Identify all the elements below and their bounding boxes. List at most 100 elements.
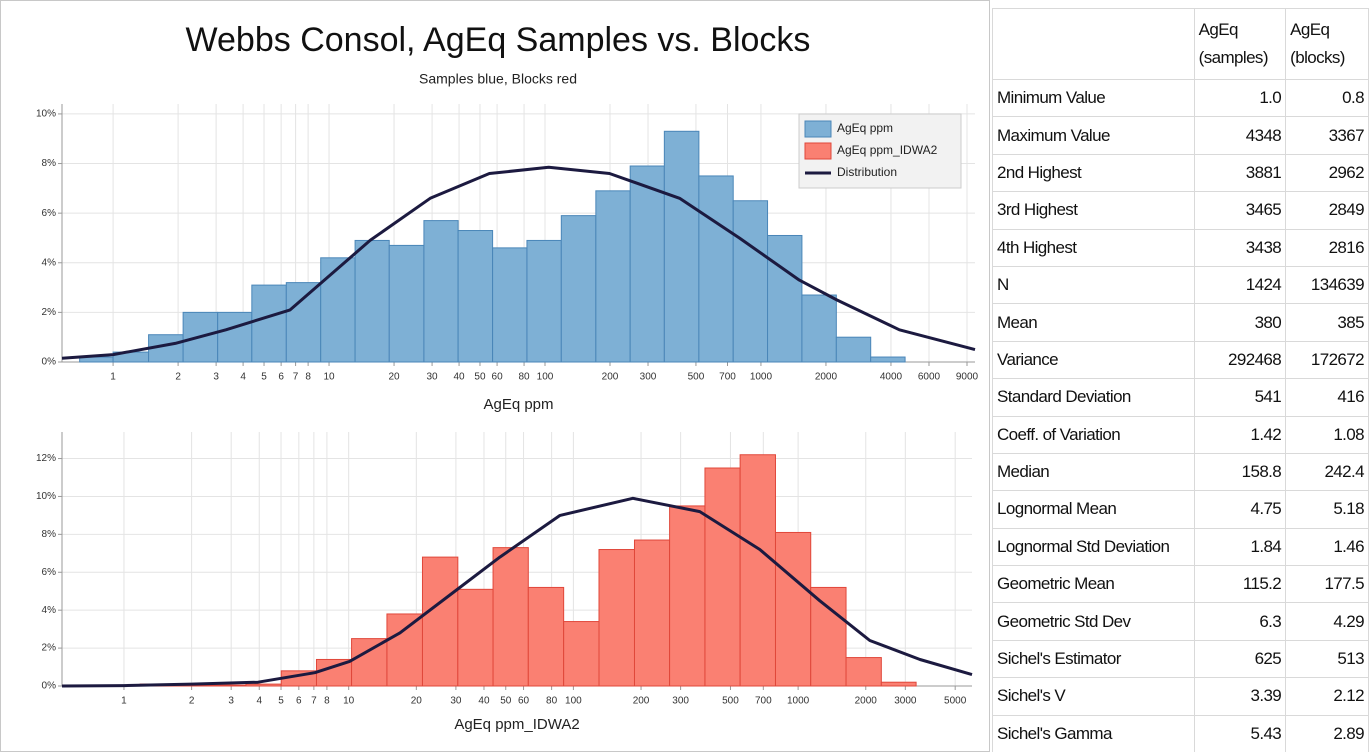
value-cell: 4.75 (1193, 490, 1287, 529)
table-row: Sichel's V 3.39 2.12 (992, 677, 1369, 716)
label-cell: Geometric Std Dev (992, 602, 1195, 641)
x-tick-label: 100 (565, 696, 582, 707)
chart-subtitle: Samples blue, Blocks red (419, 71, 577, 87)
bar (457, 588, 494, 687)
y-tick-label: 2% (42, 307, 57, 318)
bar (217, 311, 253, 363)
legend: AgEq ppm AgEq ppm_IDWA2 Distribution (798, 113, 962, 189)
bar (767, 234, 803, 363)
x-tick-label: 8 (324, 696, 330, 707)
x-tick-label: 30 (450, 696, 462, 707)
label-cell: Lognormal Mean (992, 490, 1195, 529)
chart-panel: Webbs Consol, AgEq Samples vs. Blocks Sa… (0, 0, 990, 752)
value-cell: 385 (1285, 303, 1369, 342)
value-cell: 625 (1193, 639, 1287, 679)
x-tick-label: 80 (546, 696, 558, 707)
bar (492, 547, 529, 687)
value-cell: 134639 (1285, 265, 1369, 305)
x-tick-label: 2 (175, 372, 181, 383)
x-axis-label: AgEq ppm_IDWA2 (454, 716, 579, 733)
bar (388, 244, 425, 363)
y-tick-label: 4% (42, 605, 57, 616)
bar (774, 531, 812, 687)
x-tick-label: 1000 (750, 372, 773, 383)
x-tick-label: 30 (427, 372, 439, 383)
x-tick-label: 700 (719, 372, 736, 383)
x-tick-label: 500 (688, 372, 705, 383)
bar (457, 230, 494, 363)
label-cell: Lognormal Std Deviation (992, 527, 1195, 567)
table-row: Lognormal Mean 4.75 5.18 (992, 490, 1369, 529)
value-cell: 242.4 (1285, 452, 1369, 492)
bar (421, 556, 459, 687)
label-cell: N (992, 265, 1195, 305)
label-cell: Sichel's Gamma (992, 714, 1195, 752)
value-cell: 3.39 (1193, 677, 1287, 716)
legend-label: AgEq ppm_IDWA2 (837, 143, 938, 157)
bar (880, 681, 917, 687)
y-tick-label: 0% (42, 681, 57, 692)
y-tick-label: 6% (42, 567, 57, 578)
x-tick-label: 5 (261, 372, 267, 383)
value-cell: 380 (1193, 303, 1287, 342)
table-row: N 1424 134639 (992, 265, 1369, 305)
value-cell: 177.5 (1285, 565, 1369, 604)
legend-swatch (804, 142, 832, 160)
y-tick-label: 0% (42, 357, 57, 368)
x-tick-label: 10 (323, 372, 335, 383)
bar (354, 239, 390, 363)
bar (598, 549, 635, 687)
legend-label: AgEq ppm (837, 121, 893, 135)
x-tick-label: 1000 (787, 696, 810, 707)
bar (629, 165, 665, 363)
label-cell: Maximum Value (992, 116, 1195, 155)
x-tick-label: 1 (121, 696, 127, 707)
x-tick-label: 2000 (815, 372, 838, 383)
bar (560, 215, 597, 363)
legend-swatch (804, 120, 832, 138)
bar (527, 586, 565, 687)
value-cell: 3465 (1193, 191, 1287, 230)
x-tick-label: 700 (755, 696, 772, 707)
value-cell: 115.2 (1193, 565, 1287, 604)
x-tick-label: 300 (672, 696, 689, 707)
x-tick-label: 40 (453, 372, 465, 383)
bar (563, 621, 600, 687)
x-tick-label: 2000 (855, 696, 878, 707)
distribution-curve (61, 496, 973, 688)
bar (210, 684, 247, 687)
value-cell: 4.29 (1285, 602, 1369, 641)
x-tick-label: 4 (256, 696, 262, 707)
bar (423, 220, 459, 363)
x-tick-label: 1 (110, 372, 116, 383)
stats-table: AgEq (samples) AgEq (blocks) Minimum Value… (992, 8, 1369, 752)
value-cell: 2962 (1285, 153, 1369, 193)
table-row: Median 158.8 242.4 (992, 452, 1369, 492)
value-cell: 513 (1285, 639, 1369, 679)
bar (698, 175, 734, 363)
bar (801, 294, 837, 363)
label-cell: Coeff. of Variation (992, 415, 1195, 454)
x-tick-label: 3 (228, 696, 234, 707)
value-cell: 3367 (1285, 116, 1369, 155)
x-tick-label: 2 (189, 696, 195, 707)
table-row: Maximum Value 4348 3367 (992, 116, 1369, 155)
value-cell: 1.46 (1285, 527, 1369, 567)
bar (285, 282, 322, 363)
value-cell: 1.42 (1193, 415, 1287, 454)
bar (492, 247, 528, 363)
value-cell: 4348 (1193, 116, 1287, 155)
value-cell: 1.0 (1193, 78, 1287, 118)
x-tick-label: 7 (311, 696, 317, 707)
value-cell: 2849 (1285, 191, 1369, 230)
value-cell: 416 (1285, 378, 1369, 417)
value-cell: 2.89 (1285, 714, 1369, 752)
bar (704, 467, 741, 687)
bar (245, 683, 282, 687)
bar (835, 336, 872, 363)
label-cell: Median (992, 452, 1195, 492)
bar (739, 454, 776, 687)
value-cell: 1.84 (1193, 527, 1287, 567)
x-tick-label: 3 (213, 372, 219, 383)
